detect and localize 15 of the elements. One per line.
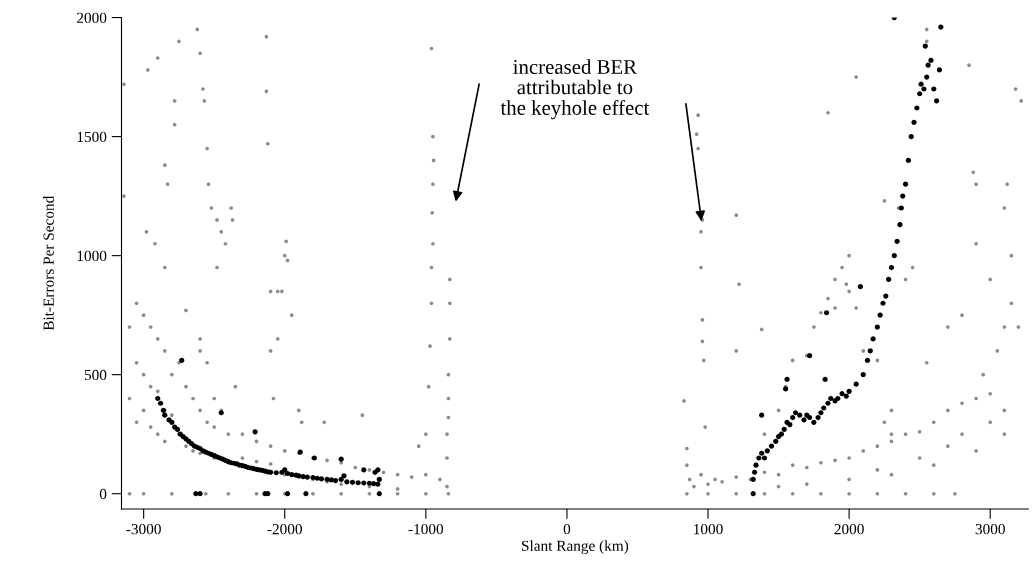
y-tick-label: 1000 <box>77 250 107 262</box>
x-tick-label: -3000 <box>126 523 161 535</box>
x-tick-label: 0 <box>563 523 571 535</box>
y-axis-title: Bit-Errors Per Second <box>43 195 54 331</box>
x-tick-label: -1000 <box>408 523 444 535</box>
x-tick-label: -2000 <box>267 523 302 535</box>
y-tick-label: 500 <box>84 369 107 381</box>
x-tick-label: 1000 <box>694 523 723 535</box>
x-tick-label: 2000 <box>834 523 864 535</box>
x-axis-title: Slant Range (km) <box>522 540 629 555</box>
y-tick-label: 0 <box>99 488 107 500</box>
x-tick-label: 3000 <box>975 523 1005 535</box>
y-tick-label: 1500 <box>77 131 107 143</box>
annotation: increased BER attributable to the keyhole effect <box>500 59 650 120</box>
y-tick-label: 2000 <box>77 12 107 23</box>
